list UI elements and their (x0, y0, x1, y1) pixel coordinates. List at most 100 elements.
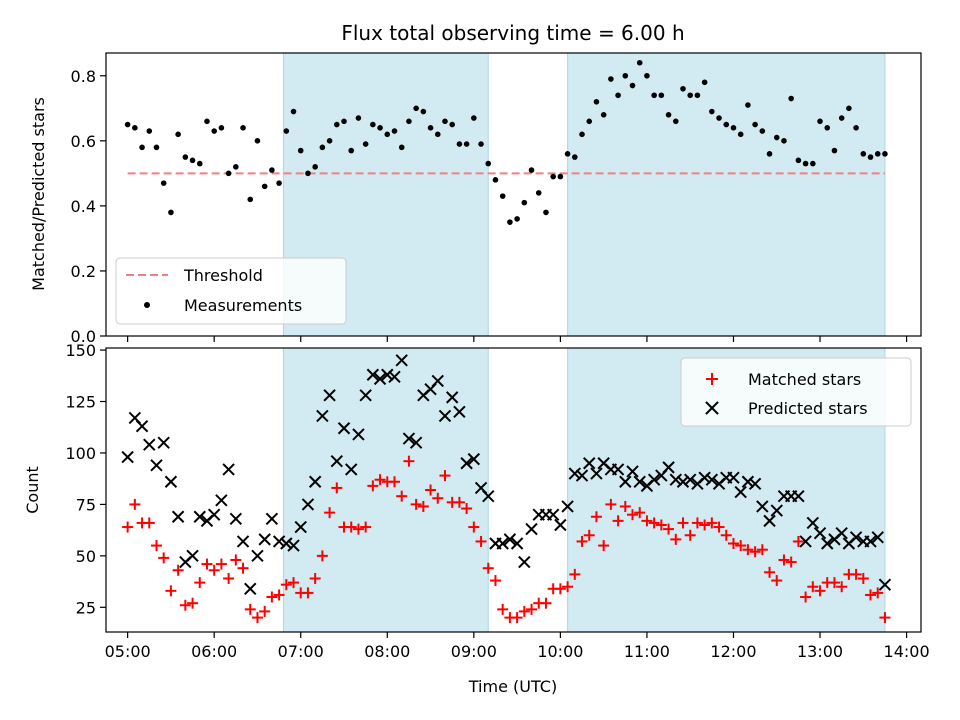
predicted-stars-point (121, 450, 134, 464)
matched-stars-point (764, 566, 776, 578)
predicted-stars-point (345, 463, 358, 476)
measurement-point (420, 108, 427, 115)
predicted-stars-point (395, 354, 408, 367)
measurement-point (672, 118, 679, 125)
measurement-point (449, 121, 455, 128)
measurement-point (572, 154, 578, 160)
matched-stars-point (569, 568, 581, 580)
measurement-point (773, 134, 780, 141)
matched-stars-point (194, 577, 206, 589)
predicted-stars-point (835, 527, 848, 540)
matched-stars-point (410, 498, 422, 510)
matched-stars-point (352, 523, 364, 535)
measurement-point (535, 190, 542, 196)
measurement-point (478, 141, 484, 147)
measurement-point (153, 144, 160, 151)
predicted-stars-point (619, 475, 632, 488)
matched-stars-point (605, 498, 617, 510)
matched-stars-point (807, 581, 819, 593)
predicted-stars-point (445, 391, 459, 404)
measurement-point (759, 128, 766, 134)
y-tick-label: 0.8 (71, 67, 96, 86)
matched-stars-point (749, 546, 761, 558)
matched-stars-point (309, 572, 321, 584)
predicted-stars-point (323, 389, 336, 402)
measurement-point (146, 128, 153, 134)
predicted-stars-point (813, 527, 827, 540)
matched-stars-point (489, 575, 501, 587)
measurement-point (817, 118, 823, 125)
measurement-point (507, 219, 513, 225)
matched-stars-point (165, 585, 177, 597)
predicted-stars-point (186, 549, 199, 563)
predicted-stars-point (438, 409, 452, 423)
predicted-stars-point (431, 374, 444, 388)
matched-stars-point (583, 529, 595, 541)
matched-stars-point (237, 562, 249, 574)
measurement-point (644, 72, 650, 79)
predicted-stars-point (546, 508, 560, 521)
top-panel-points (124, 59, 888, 225)
measurement-point (283, 128, 290, 134)
matched-stars-point (792, 535, 804, 547)
legend-matched-label: Matched stars (748, 370, 861, 389)
predicted-stars-point (272, 535, 286, 548)
x-tick-label: 07:00 (278, 642, 324, 661)
measurement-point (716, 115, 722, 121)
measurement-point (680, 85, 686, 92)
predicted-stars-point (222, 463, 235, 476)
matched-stars-point (475, 535, 487, 547)
y-tick-label: 0.0 (71, 327, 96, 346)
matched-stars-point (865, 589, 877, 601)
x-tick-label: 05:00 (105, 642, 151, 661)
measurement-point (593, 98, 600, 105)
legend-measurements-swatch (144, 302, 150, 308)
measurement-point (860, 151, 867, 157)
measurement-point (427, 125, 434, 131)
matched-stars-point (259, 605, 271, 617)
x-axis-label: Time (UTC) (468, 677, 557, 696)
matched-stars-point (208, 564, 220, 576)
measurement-point (326, 138, 333, 144)
top-panel-x-ticks (127, 336, 908, 342)
matched-stars-point (540, 597, 552, 609)
measurement-point (341, 118, 347, 125)
measurement-point (600, 112, 607, 118)
shaded-interval-1 (567, 52, 886, 337)
measurement-point (882, 151, 888, 157)
measurement-point (434, 131, 441, 138)
matched-stars-point (850, 568, 862, 580)
predicted-stars-point (669, 473, 682, 486)
matched-stars-point (576, 535, 588, 547)
predicted-stars-point (265, 512, 279, 526)
top-panel-y-ticks: 0.0 0.2 0.4 0.6 0.8 (71, 67, 106, 346)
matched-stars-point (562, 581, 574, 593)
measurement-point (608, 76, 614, 82)
predicted-stars-point (150, 459, 163, 472)
matched-stars-point (598, 540, 610, 552)
matched-stars-point (800, 591, 812, 603)
matched-stars-point (388, 476, 400, 488)
measurement-point (276, 180, 282, 186)
x-tick-label: 06:00 (191, 642, 237, 661)
measurement-point (269, 167, 275, 173)
measurement-point (362, 141, 369, 147)
measurement-point (196, 160, 203, 167)
measurement-point (615, 92, 621, 99)
matched-stars-point (172, 564, 184, 576)
matched-stars-point (706, 517, 718, 529)
measurement-point (874, 151, 881, 157)
measurement-point (333, 121, 340, 128)
predicted-stars-point (171, 510, 185, 523)
measurement-point (795, 157, 802, 164)
top-panel-shading (282, 52, 886, 337)
matched-stars-point (720, 529, 732, 541)
y-tick-label: 25 (76, 598, 96, 617)
matched-stars-point (655, 519, 667, 531)
measurement-point (499, 193, 506, 199)
measurement-point (658, 92, 665, 99)
measurement-point (629, 82, 636, 89)
measurement-point (305, 170, 311, 177)
measurement-point (233, 164, 239, 170)
